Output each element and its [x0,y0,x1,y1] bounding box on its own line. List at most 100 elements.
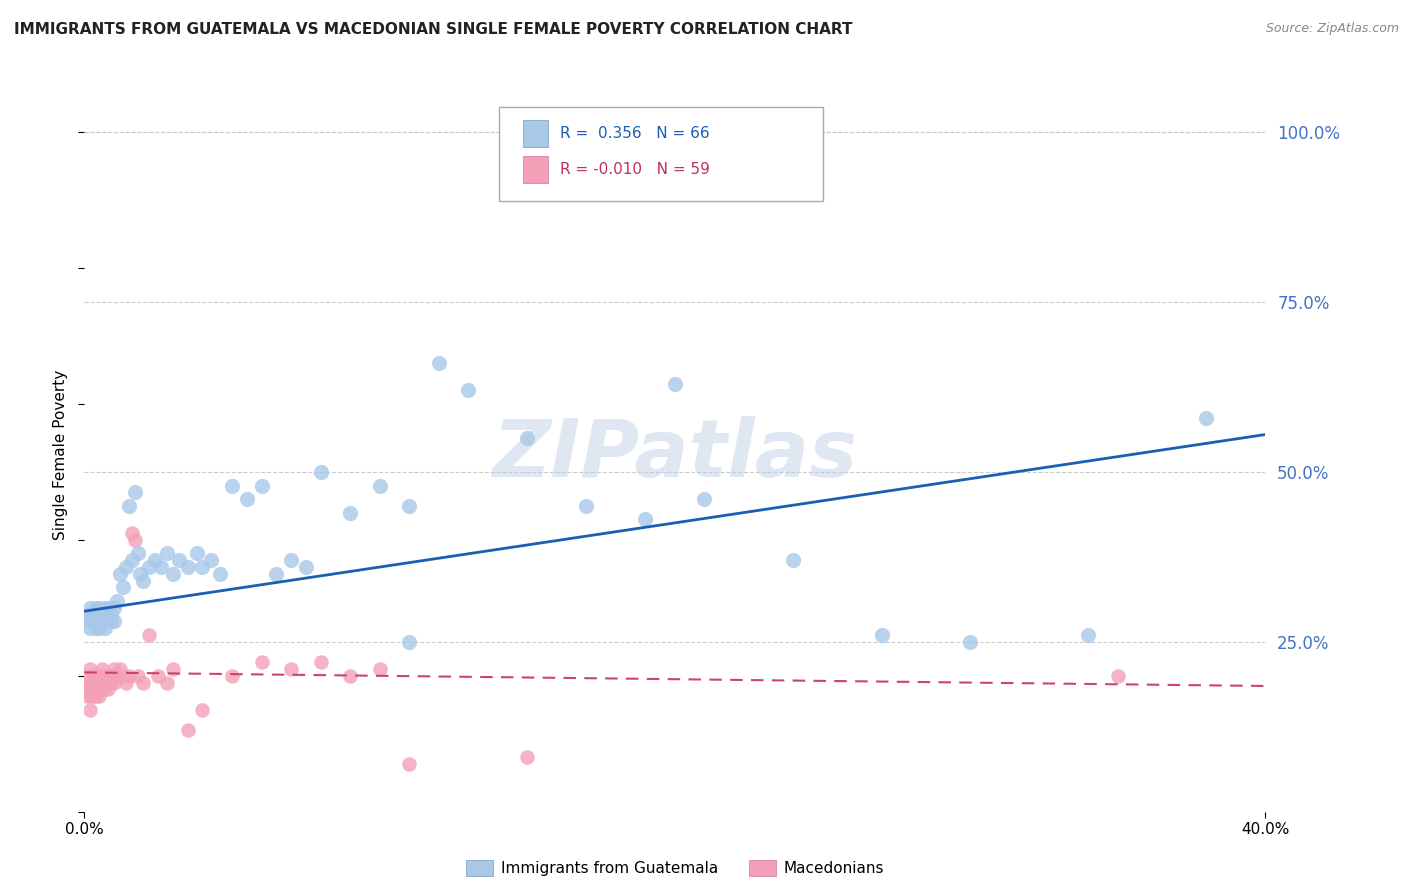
Point [84,621,107,635]
Point [76,682,98,697]
Point [200,553,222,567]
Point [76,669,98,683]
Point [309,655,332,669]
Point [94,621,117,635]
Point [870,628,893,642]
Point [339,506,361,520]
Point [398,757,420,772]
Point [105,669,128,683]
Point [457,384,479,398]
Point [89,615,111,629]
Text: Source: ZipAtlas.com: Source: ZipAtlas.com [1265,22,1399,36]
Point [76,689,98,703]
Point [82,682,104,697]
Point [84,600,107,615]
Point [103,600,125,615]
Point [82,675,104,690]
Point [191,560,214,574]
Point [148,669,170,683]
Point [89,682,111,697]
Text: R =  0.356   N = 66: R = 0.356 N = 66 [560,127,709,141]
Point [84,689,107,703]
Point [264,566,288,581]
Point [693,492,716,507]
Point [398,499,420,513]
Point [121,553,143,567]
Point [1107,669,1129,683]
Point [84,675,107,690]
Point [79,621,101,635]
Point [177,723,200,738]
Point [91,669,114,683]
Point [280,662,302,676]
Point [82,615,104,629]
Point [103,662,125,676]
Point [516,172,538,186]
Point [114,560,136,574]
Point [516,431,538,445]
Point [103,675,125,690]
Point [91,607,114,622]
Point [156,546,179,560]
Point [209,566,232,581]
Point [162,662,184,676]
Point [138,628,160,642]
Point [250,655,273,669]
Point [368,662,391,676]
Point [84,669,107,683]
Point [124,485,146,500]
Point [79,675,101,690]
Text: ZIPatlas: ZIPatlas [492,416,858,494]
Point [79,703,101,717]
Point [89,621,111,635]
Point [108,566,131,581]
Point [100,607,122,622]
Point [156,675,179,690]
Point [91,662,114,676]
Point [132,574,155,588]
Point [1077,628,1099,642]
Point [100,675,122,690]
Text: IMMIGRANTS FROM GUATEMALA VS MACEDONIAN SINGLE FEMALE POVERTY CORRELATION CHART: IMMIGRANTS FROM GUATEMALA VS MACEDONIAN … [14,22,852,37]
Point [89,675,111,690]
Point [186,546,208,560]
Y-axis label: Single Female Poverty: Single Female Poverty [52,370,67,540]
Point [89,600,111,615]
Point [664,376,686,391]
Point [79,689,101,703]
Point [339,669,361,683]
Point [76,607,98,622]
Point [191,703,214,717]
Point [398,635,420,649]
Point [97,607,120,622]
Point [79,662,101,676]
Point [280,553,302,567]
Point [295,560,318,574]
Point [97,669,120,683]
Point [79,682,101,697]
Point [94,669,117,683]
Point [97,682,120,697]
Point [1195,410,1218,425]
Point [111,581,134,595]
Point [76,615,98,629]
Point [94,682,117,697]
Point [150,560,173,574]
Point [634,512,657,526]
Point [221,478,243,492]
Point [82,669,104,683]
Point [82,607,104,622]
Point [103,669,125,683]
Point [368,478,391,492]
Point [118,499,141,513]
Point [129,566,152,581]
Point [114,675,136,690]
Point [782,553,804,567]
Point [959,635,981,649]
Point [100,615,122,629]
Point [127,546,149,560]
Point [94,675,117,690]
Point [82,689,104,703]
Point [94,600,117,615]
Point [575,499,598,513]
